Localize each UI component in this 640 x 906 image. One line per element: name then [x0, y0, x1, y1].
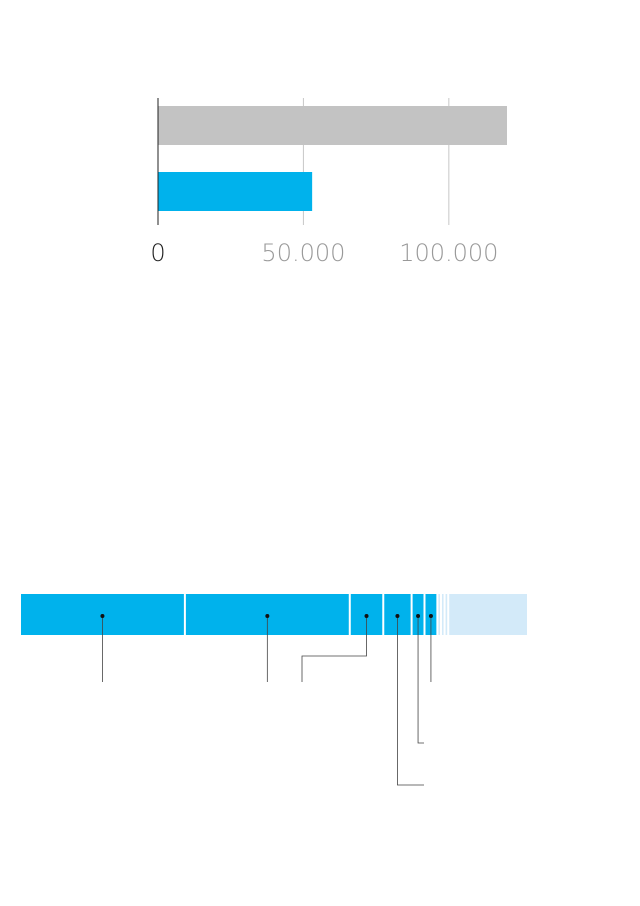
bar: [158, 106, 507, 145]
leader-line: [397, 616, 424, 786]
bar: [158, 172, 313, 211]
leader-line: [417, 616, 424, 744]
segment: [441, 594, 444, 635]
x-tick-label: 100.000: [399, 239, 498, 267]
segment: [445, 594, 448, 635]
leader-dot: [428, 614, 433, 618]
leader-dot: [364, 614, 369, 618]
segment: [438, 594, 440, 635]
leader-dot: [265, 614, 270, 618]
leader-line: [301, 616, 367, 682]
leader-dot: [100, 614, 105, 618]
segment: [449, 594, 527, 635]
x-tick-label: 0: [150, 239, 165, 267]
leader-dot: [395, 614, 400, 618]
leader-dot: [416, 614, 421, 618]
x-tick-label: 50.000: [261, 239, 345, 267]
